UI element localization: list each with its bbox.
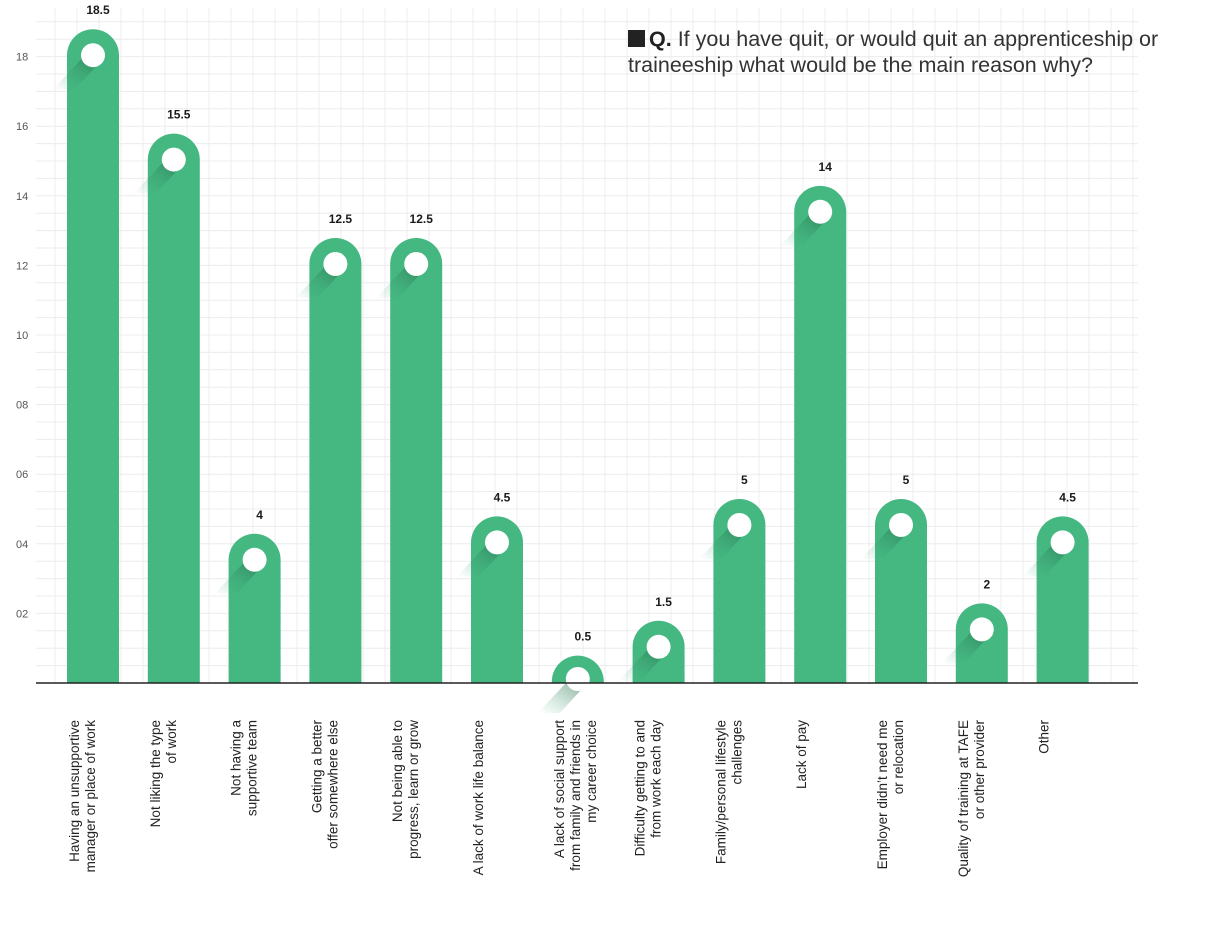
category-label: Quality of training at TAFEor other prov… bbox=[956, 720, 987, 878]
bar bbox=[147, 133, 200, 684]
category-label: Having an unsupportivemanager or place o… bbox=[67, 720, 98, 873]
bar-dot bbox=[323, 252, 348, 276]
bar-group: 4.5 bbox=[457, 490, 523, 683]
bar-group: 1.5 bbox=[618, 595, 685, 683]
value-label: 18.5 bbox=[86, 3, 110, 17]
category-label: Not liking the typeof work bbox=[148, 720, 179, 828]
category-label: Difficulty getting to andfrom work each … bbox=[633, 720, 664, 857]
value-label: 1.5 bbox=[655, 595, 672, 609]
bar-dot bbox=[808, 199, 833, 224]
y-axis: 02 04 06 08 10 12 14 16 18 bbox=[16, 52, 28, 621]
y-tick-label: 16 bbox=[16, 121, 28, 133]
bar bbox=[794, 185, 847, 683]
y-tick-label: 18 bbox=[16, 52, 28, 64]
category-label: Getting a betteroffer somewhere else bbox=[309, 720, 340, 849]
category-label: Lack of pay bbox=[794, 720, 809, 789]
bar-group: 4.5 bbox=[1022, 490, 1089, 683]
value-label: 14 bbox=[819, 160, 833, 174]
bar-group: 2 bbox=[941, 577, 1008, 683]
bar-group: 15.5 bbox=[133, 108, 200, 684]
category-label: Not having asupportive team bbox=[229, 720, 260, 817]
bar-dot bbox=[889, 513, 913, 537]
bar-dot bbox=[242, 547, 267, 572]
bar-group: 18.5 bbox=[53, 3, 119, 683]
value-label: 4.5 bbox=[1059, 490, 1076, 504]
grid-lines bbox=[36, 8, 1138, 683]
bar-group: 12.5 bbox=[376, 212, 443, 684]
bar-dot bbox=[1050, 530, 1075, 555]
bar-dot bbox=[727, 513, 752, 537]
bar-dot bbox=[969, 617, 994, 642]
bar-group: 5 bbox=[699, 473, 766, 683]
question-marker: Q. bbox=[649, 27, 672, 51]
category-label: Other bbox=[1037, 719, 1052, 753]
value-label: 4 bbox=[256, 508, 263, 522]
value-label: 5 bbox=[741, 473, 748, 487]
value-label: 12.5 bbox=[329, 212, 353, 226]
y-tick-label: 02 bbox=[16, 608, 28, 620]
category-label: Not being able toprogress, learn or grow bbox=[390, 720, 421, 859]
value-label: 4.5 bbox=[494, 490, 511, 504]
category-labels: Having an unsupportivemanager or place o… bbox=[67, 719, 1052, 877]
bar-dot bbox=[161, 147, 186, 172]
category-label: Employer didn’t need meor relocation bbox=[875, 720, 906, 869]
y-tick-label: 10 bbox=[16, 330, 28, 342]
bar-group: 5 bbox=[861, 473, 927, 683]
y-tick-label: 12 bbox=[16, 260, 28, 272]
y-tick-label: 04 bbox=[16, 539, 28, 551]
bar-dot bbox=[565, 667, 590, 691]
bar-group: 4 bbox=[214, 508, 281, 683]
value-label: 12.5 bbox=[410, 212, 434, 226]
bar bbox=[309, 238, 362, 684]
bar bbox=[390, 238, 443, 684]
category-label: Family/personal lifestylechallenges bbox=[713, 720, 744, 864]
value-label: 0.5 bbox=[574, 630, 591, 644]
value-label: 15.5 bbox=[167, 108, 191, 122]
y-tick-label: 14 bbox=[16, 191, 28, 203]
bar-group: 0.5 bbox=[537, 630, 604, 713]
bar-dot bbox=[485, 530, 509, 555]
bar bbox=[67, 29, 119, 683]
bar-dot bbox=[81, 43, 105, 68]
square-bullet-icon bbox=[628, 30, 645, 47]
bar-dot bbox=[404, 252, 429, 276]
value-label: 5 bbox=[903, 473, 910, 487]
bar-dot bbox=[646, 634, 671, 659]
category-label: A lack of social supportfrom family and … bbox=[552, 720, 599, 871]
question-text: If you have quit, or would quit an appre… bbox=[628, 27, 1159, 77]
bar-group: 12.5 bbox=[295, 212, 362, 684]
y-tick-label: 08 bbox=[16, 400, 28, 412]
value-label: 2 bbox=[983, 577, 990, 591]
question-text-block: Q. If you have quit, or would quit an ap… bbox=[628, 26, 1232, 78]
y-tick-label: 06 bbox=[16, 469, 28, 481]
bar-group: 14 bbox=[780, 160, 847, 683]
category-label: A lack of work life balance bbox=[471, 720, 486, 875]
bars: 18.5 15.5 4 12.5 12.5 4.5 0.5 1.5 5 14 5 2 4.5 bbox=[53, 3, 1089, 713]
